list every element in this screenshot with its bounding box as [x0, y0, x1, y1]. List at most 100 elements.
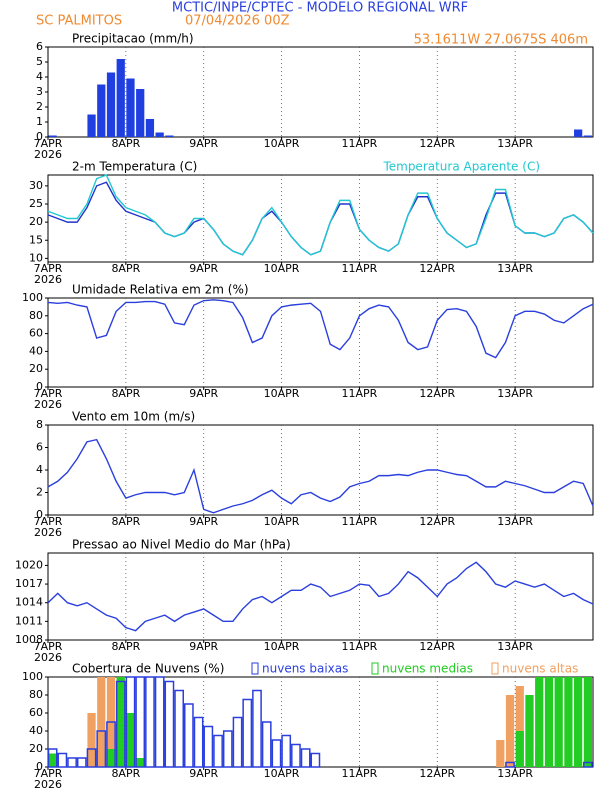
y-tick-label: 3: [36, 85, 43, 98]
bar: [164, 680, 175, 768]
x-tick-label: 7APR: [34, 767, 63, 780]
y-tick-label: 100: [22, 291, 43, 304]
x-tick-label: 11APR: [342, 387, 378, 400]
legend-label: nuvens altas: [502, 662, 578, 676]
bar: [213, 734, 223, 768]
bar: [261, 721, 272, 768]
bar: [57, 752, 68, 768]
x-tick-label: 9APR: [189, 262, 218, 275]
y-tick-label: 30: [29, 179, 43, 192]
x-tick-label: 8APR: [111, 137, 140, 150]
panel-title: 2-m Temperatura (C): [72, 160, 197, 174]
x-tick-label: 12APR: [419, 262, 455, 275]
bar: [232, 716, 243, 768]
bar: [136, 758, 145, 767]
y-tick-label: 1011: [15, 614, 43, 627]
bar: [136, 89, 145, 137]
y-tick-label: 100: [22, 670, 43, 683]
y-tick-label: 60: [29, 706, 43, 719]
y-tick-label: 0: [36, 508, 43, 521]
x-tick-label: 13APR: [497, 137, 533, 150]
y-tick-label: 15: [29, 233, 43, 246]
x-tick-label: 12APR: [419, 515, 455, 528]
y-tick-label: 1017: [15, 577, 43, 590]
y-tick-label: 80: [29, 309, 43, 322]
y-tick-label: 80: [29, 688, 43, 701]
y-tick-label: 60: [29, 327, 43, 340]
x-tick-label: 11APR: [342, 767, 378, 780]
y-tick-label: 4: [36, 463, 43, 476]
x-tick-label: 9APR: [189, 640, 218, 653]
bar: [145, 676, 155, 768]
y-tick-label: 1: [36, 115, 43, 128]
legend-swatch: [491, 662, 499, 675]
run-time: 07/04/2026 00Z: [185, 14, 290, 29]
bar: [300, 748, 311, 768]
bar: [174, 689, 184, 768]
bar: [135, 676, 146, 768]
series-line: [47, 181, 594, 256]
bar: [125, 676, 136, 768]
x-year-label: 2026: [34, 148, 62, 161]
y-tick-label: 1020: [15, 558, 43, 571]
x-tick-label: 12APR: [419, 767, 455, 780]
bar: [583, 135, 592, 137]
y-tick-label: 2: [36, 486, 43, 499]
legend-swatch: [251, 662, 259, 675]
bar: [252, 689, 262, 768]
y-tick-label: 0: [36, 380, 43, 393]
bar: [97, 84, 106, 137]
panel-title: Vento em 10m (m/s): [72, 410, 195, 424]
x-tick-label: 10APR: [264, 515, 300, 528]
bar: [87, 713, 96, 767]
x-tick-label: 10APR: [264, 387, 300, 400]
series-line: [47, 561, 594, 632]
bar: [505, 761, 515, 768]
x-tick-label: 13APR: [497, 515, 533, 528]
x-tick-label: 8APR: [111, 767, 140, 780]
bar: [505, 695, 515, 767]
bar: [564, 677, 573, 767]
bar: [48, 753, 57, 767]
page-title: MCTIC/INPE/CPTEC - MODELO REGIONAL WRF: [172, 1, 468, 16]
bar: [554, 677, 563, 767]
y-tick-label: 2: [36, 100, 43, 113]
bar: [574, 129, 583, 137]
bar: [203, 725, 214, 768]
y-tick-label: 20: [29, 742, 43, 755]
series-line: [47, 174, 594, 256]
bar: [583, 761, 593, 768]
x-tick-label: 12APR: [419, 137, 455, 150]
y-tick-label: 40: [29, 344, 43, 357]
series-line: [47, 299, 594, 359]
panel-title: Pressao ao Nivel Medio do Mar (hPa): [72, 538, 291, 552]
bar: [115, 680, 126, 768]
bar: [281, 734, 292, 768]
panel-frame: [47, 174, 594, 263]
x-tick-label: 10APR: [264, 262, 300, 275]
bar: [126, 78, 135, 137]
y-tick-label: 6: [36, 40, 43, 53]
bar: [106, 72, 116, 137]
x-year-label: 2026: [34, 526, 62, 539]
x-tick-label: 8APR: [111, 640, 140, 653]
bar: [126, 713, 135, 767]
x-year-label: 2026: [34, 398, 62, 411]
bar: [96, 730, 107, 768]
bar: [86, 748, 97, 768]
bar: [76, 757, 87, 768]
x-tick-label: 9APR: [189, 515, 218, 528]
bar: [193, 716, 204, 768]
x-tick-label: 10APR: [264, 137, 300, 150]
panel-title: Cobertura de Nuvens (%): [72, 662, 224, 676]
x-tick-label: 12APR: [419, 387, 455, 400]
bar: [116, 677, 125, 767]
y-tick-label: 8: [36, 418, 43, 431]
bar: [310, 752, 321, 768]
bar: [271, 739, 282, 768]
bar: [515, 731, 524, 767]
bar: [583, 677, 592, 767]
x-tick-label: 7APR: [34, 262, 63, 275]
y-tick-label: 20: [29, 362, 43, 375]
